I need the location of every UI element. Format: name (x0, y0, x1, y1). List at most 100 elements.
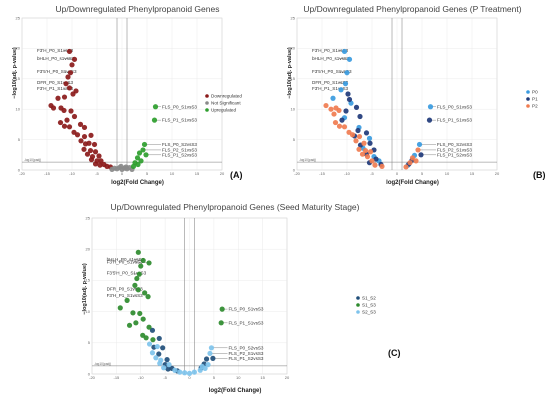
data-point (140, 147, 146, 153)
data-point (409, 155, 416, 161)
data-point (81, 133, 88, 140)
legend-marker (205, 108, 209, 112)
legend-marker (526, 97, 530, 101)
data-point (345, 91, 351, 97)
legend-marker (356, 296, 360, 300)
data-point (130, 310, 136, 316)
data-point (338, 87, 344, 93)
data-point (219, 306, 225, 312)
data-point (203, 356, 210, 362)
data-point (67, 70, 74, 76)
data-point (135, 161, 141, 168)
data-point (134, 155, 141, 161)
x-tick-label: -10 (344, 171, 351, 176)
data-point (66, 124, 73, 130)
annotation-label: F3'5'H_P0_S1vsS3 (107, 271, 147, 276)
annotation-label: FLS_P0_S1vsS3 (229, 307, 264, 312)
data-point (210, 355, 216, 361)
data-point (61, 107, 67, 114)
data-point (403, 164, 409, 170)
data-point (418, 152, 424, 158)
data-point (177, 369, 183, 375)
data-point (130, 163, 137, 169)
annotation-label: FLS_P1_S2vsS3 (229, 356, 264, 361)
data-point (153, 355, 159, 361)
data-point (331, 111, 337, 117)
data-point (143, 152, 149, 158)
annotation-label: F3'5'H_P0_S1vsS3 (37, 69, 77, 74)
data-point (140, 257, 146, 264)
data-point (135, 287, 141, 293)
data-point (81, 146, 87, 152)
data-point (137, 310, 143, 317)
legend-label: Upregulated (211, 108, 236, 113)
x-tick-label: -5 (163, 375, 167, 380)
data-point (146, 324, 152, 330)
data-point (344, 70, 350, 76)
panel-label: (A) (230, 170, 243, 180)
legend-label: Downregulated (211, 94, 242, 99)
legend-label: Not Significant (211, 101, 241, 106)
data-point (157, 360, 163, 366)
data-point (123, 164, 129, 170)
data-point (152, 104, 159, 110)
volcano-plot: -20 -15 -10 -5 0 5 10 15 20 0 5 10 15 20 25 -log10(padj… (16, 15, 243, 176)
panel-b: Up/Downregulated Phenylpropanoid Genes (… (275, 0, 550, 190)
data-point (427, 104, 434, 110)
data-point (341, 124, 348, 130)
panel-label: (B) (533, 170, 546, 180)
legend-marker (356, 310, 360, 314)
x-tick-label: 15 (260, 375, 265, 380)
annotation-label: FLS_P0_S1vsS3 (437, 104, 472, 109)
data-point (145, 294, 151, 300)
data-point (57, 119, 64, 126)
panel-label: (C) (388, 348, 401, 358)
data-point (124, 297, 130, 303)
data-point (166, 362, 172, 368)
data-point (81, 124, 88, 131)
data-point (86, 140, 92, 146)
annotation-label: FLS_P1_S2vsS3 (437, 152, 472, 157)
annotation-label: DFR_P0_S1vsS3 (312, 80, 348, 85)
data-point (69, 62, 75, 68)
legend-marker (526, 104, 530, 108)
x-tick-label: -20 (19, 171, 26, 176)
annotation-label: FLS_P2_S1vsS3 (437, 147, 472, 152)
data-point (359, 151, 366, 157)
data-point (336, 107, 342, 114)
data-point (138, 263, 144, 269)
panel-c: Up/Downregulated Phenylpropanoid Genes (… (70, 198, 400, 398)
x-axis-label: log2(Fold Change) (208, 388, 262, 394)
data-point (134, 275, 140, 282)
x-axis-label: log2(Fold Change) (386, 180, 439, 186)
data-point (135, 249, 141, 255)
data-point (218, 320, 224, 326)
annotation-label: F3'5'H_P0_S1vsS3 (312, 69, 352, 74)
x-tick-label: 0 (396, 171, 399, 176)
data-point (87, 147, 94, 154)
data-point (330, 95, 336, 101)
data-point (341, 48, 348, 55)
data-point (415, 147, 421, 153)
data-point (361, 140, 367, 146)
y-tick-label: 15 (291, 76, 296, 81)
x-tick-label: 20 (285, 375, 290, 380)
data-point (133, 320, 139, 326)
data-point (61, 94, 68, 100)
annotation-leader (63, 88, 67, 90)
annotation-label: FLS_P0_S1vsS3 (162, 104, 197, 109)
x-tick-label: 0 (188, 375, 191, 380)
threshold-label: -log10(padj) (94, 362, 111, 366)
data-point (339, 117, 345, 123)
annotation-label: bHLH_P0_s1vsS3 (107, 257, 145, 262)
data-point (143, 335, 149, 341)
data-point (118, 163, 124, 169)
annotation-label: FLS_P2_S1vsS3 (229, 351, 264, 356)
x-tick-label: -5 (95, 171, 99, 176)
data-point (126, 322, 133, 328)
threshold-label: -log10(padj) (24, 158, 41, 162)
data-point (357, 113, 363, 120)
data-point (136, 271, 142, 277)
data-point (117, 305, 123, 311)
data-point (353, 138, 359, 144)
